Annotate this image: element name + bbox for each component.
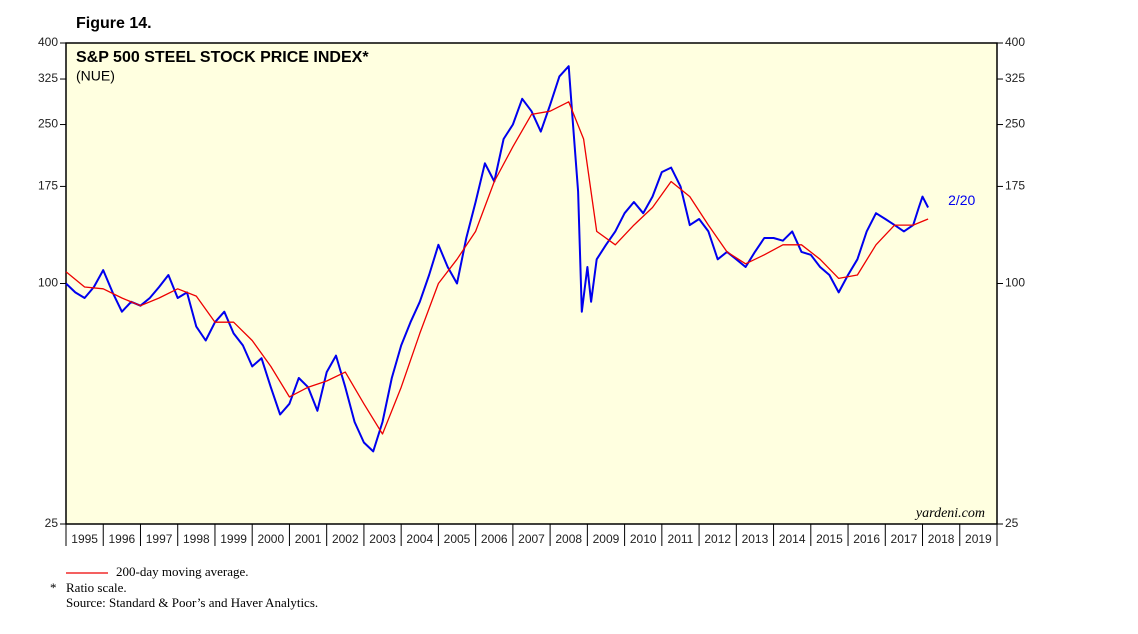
y2-tick-label: 100 — [1005, 276, 1025, 290]
x-tick-label: 2006 — [481, 532, 508, 546]
annotation: 2/20 — [948, 192, 975, 208]
x-tick-label: 2011 — [668, 532, 694, 546]
x-tick-label: 2003 — [369, 532, 396, 546]
x-tick-label: 2019 — [965, 532, 992, 546]
x-tick-label: 2000 — [257, 532, 284, 546]
y-tick-label: 100 — [38, 276, 58, 290]
x-tick-label: 2017 — [891, 532, 918, 546]
chart-title: S&P 500 STEEL STOCK PRICE INDEX* — [76, 49, 369, 66]
x-tick-label: 1996 — [109, 532, 136, 546]
x-tick-label: 2010 — [630, 532, 657, 546]
footnote: Ratio scale. — [66, 580, 127, 595]
y-tick-label: 250 — [38, 117, 58, 131]
y-tick-label: 25 — [45, 516, 59, 530]
y2-tick-label: 325 — [1005, 71, 1025, 85]
x-tick-label: 1995 — [71, 532, 98, 546]
x-tick-label: 1997 — [146, 532, 173, 546]
footnote-mark: * — [50, 580, 57, 595]
y-tick-label: 400 — [38, 35, 58, 49]
y2-tick-label: 25 — [1005, 516, 1019, 530]
source: Source: Standard & Poor’s and Haver Anal… — [66, 595, 318, 610]
figure-label: Figure 14. — [76, 15, 152, 32]
y-tick-label: 175 — [38, 179, 58, 193]
x-tick-label: 2008 — [555, 532, 582, 546]
chart-subtitle: (NUE) — [76, 68, 115, 84]
y2-tick-label: 250 — [1005, 117, 1025, 131]
x-tick-label: 2009 — [593, 532, 620, 546]
legend-label: 200-day moving average. — [116, 564, 248, 579]
plot-area — [65, 42, 998, 525]
y2-tick-label: 175 — [1005, 179, 1025, 193]
y2-tick-label: 400 — [1005, 35, 1025, 49]
x-tick-label: 1998 — [183, 532, 210, 546]
x-tick-label: 1999 — [220, 532, 247, 546]
x-tick-label: 2005 — [444, 532, 471, 546]
series-line — [65, 101, 929, 435]
x-tick-label: 2012 — [704, 532, 731, 546]
x-tick-label: 2001 — [295, 532, 322, 546]
x-tick-label: 2004 — [406, 532, 433, 546]
y-tick-label: 325 — [38, 71, 58, 85]
x-tick-label: 2016 — [853, 532, 880, 546]
x-tick-label: 2018 — [928, 532, 955, 546]
x-tick-label: 2002 — [332, 532, 359, 546]
x-tick-label: 2015 — [816, 532, 843, 546]
x-tick-label: 2007 — [518, 532, 545, 546]
x-tick-label: 2013 — [742, 532, 769, 546]
x-tick-label: 2014 — [779, 532, 806, 546]
series-line — [65, 65, 929, 453]
watermark: yardeni.com — [914, 506, 985, 521]
